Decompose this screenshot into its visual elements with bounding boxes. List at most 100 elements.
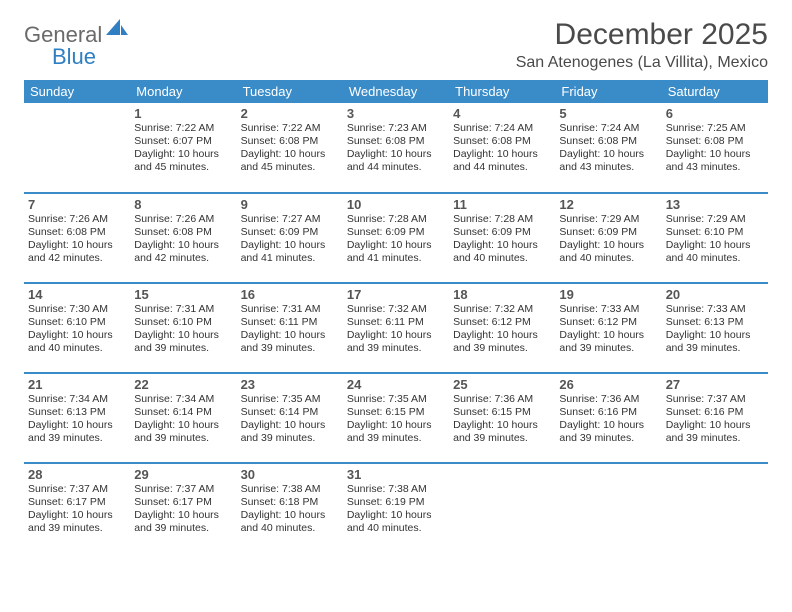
day-number: 28 (28, 467, 126, 482)
calendar-day-cell: 24Sunrise: 7:35 AMSunset: 6:15 PMDayligh… (343, 373, 449, 463)
calendar-week-row: 21Sunrise: 7:34 AMSunset: 6:13 PMDayligh… (24, 373, 768, 463)
calendar-day-cell: 30Sunrise: 7:38 AMSunset: 6:18 PMDayligh… (237, 463, 343, 553)
day-info: Sunrise: 7:28 AMSunset: 6:09 PMDaylight:… (347, 213, 445, 266)
day-number: 9 (241, 197, 339, 212)
day-number: 1 (134, 106, 232, 121)
day-info: Sunrise: 7:26 AMSunset: 6:08 PMDaylight:… (28, 213, 126, 266)
calendar-day-cell: 28Sunrise: 7:37 AMSunset: 6:17 PMDayligh… (24, 463, 130, 553)
day-number: 14 (28, 287, 126, 302)
day-number: 8 (134, 197, 232, 212)
calendar-day-cell: 13Sunrise: 7:29 AMSunset: 6:10 PMDayligh… (662, 193, 768, 283)
weekday-header: Sunday (24, 80, 130, 103)
day-info: Sunrise: 7:35 AMSunset: 6:15 PMDaylight:… (347, 393, 445, 446)
day-info: Sunrise: 7:27 AMSunset: 6:09 PMDaylight:… (241, 213, 339, 266)
calendar-day-cell: 5Sunrise: 7:24 AMSunset: 6:08 PMDaylight… (555, 103, 661, 193)
calendar-week-row: 7Sunrise: 7:26 AMSunset: 6:08 PMDaylight… (24, 193, 768, 283)
day-number: 2 (241, 106, 339, 121)
day-info: Sunrise: 7:35 AMSunset: 6:14 PMDaylight:… (241, 393, 339, 446)
logo-text-blue: Blue (24, 44, 134, 70)
day-info: Sunrise: 7:22 AMSunset: 6:07 PMDaylight:… (134, 122, 232, 175)
day-info: Sunrise: 7:34 AMSunset: 6:14 PMDaylight:… (134, 393, 232, 446)
calendar-day-cell: 25Sunrise: 7:36 AMSunset: 6:15 PMDayligh… (449, 373, 555, 463)
day-number: 22 (134, 377, 232, 392)
calendar-day-cell: 19Sunrise: 7:33 AMSunset: 6:12 PMDayligh… (555, 283, 661, 373)
day-info: Sunrise: 7:36 AMSunset: 6:16 PMDaylight:… (559, 393, 657, 446)
day-number: 17 (347, 287, 445, 302)
calendar-day-cell (555, 463, 661, 553)
title-block: December 2025 San Atenogenes (La Villita… (516, 18, 768, 72)
calendar-day-cell: 16Sunrise: 7:31 AMSunset: 6:11 PMDayligh… (237, 283, 343, 373)
day-number: 5 (559, 106, 657, 121)
calendar-day-cell: 6Sunrise: 7:25 AMSunset: 6:08 PMDaylight… (662, 103, 768, 193)
calendar-day-cell: 23Sunrise: 7:35 AMSunset: 6:14 PMDayligh… (237, 373, 343, 463)
day-info: Sunrise: 7:33 AMSunset: 6:13 PMDaylight:… (666, 303, 764, 356)
day-number: 26 (559, 377, 657, 392)
calendar-day-cell: 21Sunrise: 7:34 AMSunset: 6:13 PMDayligh… (24, 373, 130, 463)
calendar-day-cell: 17Sunrise: 7:32 AMSunset: 6:11 PMDayligh… (343, 283, 449, 373)
day-info: Sunrise: 7:29 AMSunset: 6:10 PMDaylight:… (666, 213, 764, 266)
calendar-week-row: 28 Sunrise: 7:37 AMSunset: 6:17 PMDayligh… (24, 463, 768, 553)
weekday-header-row: SundayMondayTuesdayWednesdayThursdayFrid… (24, 80, 768, 103)
calendar-day-cell: 10Sunrise: 7:28 AMSunset: 6:09 PMDayligh… (343, 193, 449, 283)
day-info: Sunrise: 7:22 AMSunset: 6:08 PMDaylight:… (241, 122, 339, 175)
logo: General Blue (24, 22, 134, 70)
header: General Blue December 2025 San Atenogene… (24, 18, 768, 72)
day-number: 20 (666, 287, 764, 302)
day-number: 6 (666, 106, 764, 121)
day-info: Sunrise: 7:37 AMSunset: 6:17 PMDaylight:… (134, 483, 232, 536)
day-number: 29 (134, 467, 232, 482)
day-number: 13 (666, 197, 764, 212)
day-info: Sunrise: 7:38 AMSunset: 6:18 PMDaylight:… (241, 483, 339, 536)
calendar-table: SundayMondayTuesdayWednesdayThursdayFrid… (24, 80, 768, 553)
day-number: 7 (28, 197, 126, 212)
calendar-day-cell: 15Sunrise: 7:31 AMSunset: 6:10 PMDayligh… (130, 283, 236, 373)
location-text: San Atenogenes (La Villita), Mexico (516, 54, 768, 72)
calendar-day-cell: 3Sunrise: 7:23 AMSunset: 6:08 PMDaylight… (343, 103, 449, 193)
day-number: 10 (347, 197, 445, 212)
calendar-day-cell: 18Sunrise: 7:32 AMSunset: 6:12 PMDayligh… (449, 283, 555, 373)
calendar-day-cell: 7Sunrise: 7:26 AMSunset: 6:08 PMDaylight… (24, 193, 130, 283)
calendar-day-cell: 29Sunrise: 7:37 AMSunset: 6:17 PMDayligh… (130, 463, 236, 553)
calendar-day-cell (24, 103, 130, 193)
day-number: 25 (453, 377, 551, 392)
weekday-header: Tuesday (237, 80, 343, 103)
weekday-header: Friday (555, 80, 661, 103)
weekday-header: Thursday (449, 80, 555, 103)
calendar-day-cell: 8Sunrise: 7:26 AMSunset: 6:08 PMDaylight… (130, 193, 236, 283)
day-number: 31 (347, 467, 445, 482)
day-number: 27 (666, 377, 764, 392)
calendar-day-cell (449, 463, 555, 553)
day-info: Sunrise: 7:25 AMSunset: 6:08 PMDaylight:… (666, 122, 764, 175)
weekday-header: Wednesday (343, 80, 449, 103)
day-number: 18 (453, 287, 551, 302)
calendar-day-cell: 11Sunrise: 7:28 AMSunset: 6:09 PMDayligh… (449, 193, 555, 283)
day-info: Sunrise: 7:26 AMSunset: 6:08 PMDaylight:… (134, 213, 232, 266)
calendar-day-cell: 27Sunrise: 7:37 AMSunset: 6:16 PMDayligh… (662, 373, 768, 463)
day-info: Sunrise: 7:23 AMSunset: 6:08 PMDaylight:… (347, 122, 445, 175)
day-info: Sunrise: 7:28 AMSunset: 6:09 PMDaylight:… (453, 213, 551, 266)
day-info: Sunrise: 7:31 AMSunset: 6:10 PMDaylight:… (134, 303, 232, 356)
day-number: 4 (453, 106, 551, 121)
day-number: 11 (453, 197, 551, 212)
day-info: Sunrise: 7:33 AMSunset: 6:12 PMDaylight:… (559, 303, 657, 356)
weekday-header: Monday (130, 80, 236, 103)
day-number: 23 (241, 377, 339, 392)
weekday-header: Saturday (662, 80, 768, 103)
day-info: Sunrise: 7:29 AMSunset: 6:09 PMDaylight:… (559, 213, 657, 266)
calendar-body: 1Sunrise: 7:22 AMSunset: 6:07 PMDaylight… (24, 103, 768, 553)
day-info: Sunrise: 7:24 AMSunset: 6:08 PMDaylight:… (559, 122, 657, 175)
day-info: Sunrise: 7:32 AMSunset: 6:12 PMDaylight:… (453, 303, 551, 356)
day-number: 21 (28, 377, 126, 392)
calendar-day-cell: 20Sunrise: 7:33 AMSunset: 6:13 PMDayligh… (662, 283, 768, 373)
day-number: 30 (241, 467, 339, 482)
day-number: 12 (559, 197, 657, 212)
calendar-week-row: 14Sunrise: 7:30 AMSunset: 6:10 PMDayligh… (24, 283, 768, 373)
day-info: Sunrise: 7:37 AMSunset: 6:16 PMDaylight:… (666, 393, 764, 446)
day-info: Sunrise: 7:31 AMSunset: 6:11 PMDaylight:… (241, 303, 339, 356)
calendar-day-cell: 4Sunrise: 7:24 AMSunset: 6:08 PMDaylight… (449, 103, 555, 193)
logo-sail-icon (106, 19, 128, 42)
calendar-day-cell: 1Sunrise: 7:22 AMSunset: 6:07 PMDaylight… (130, 103, 236, 193)
day-info: Sunrise: 7:38 AMSunset: 6:19 PMDaylight:… (347, 483, 445, 536)
day-number: 19 (559, 287, 657, 302)
day-info: Sunrise: 7:24 AMSunset: 6:08 PMDaylight:… (453, 122, 551, 175)
